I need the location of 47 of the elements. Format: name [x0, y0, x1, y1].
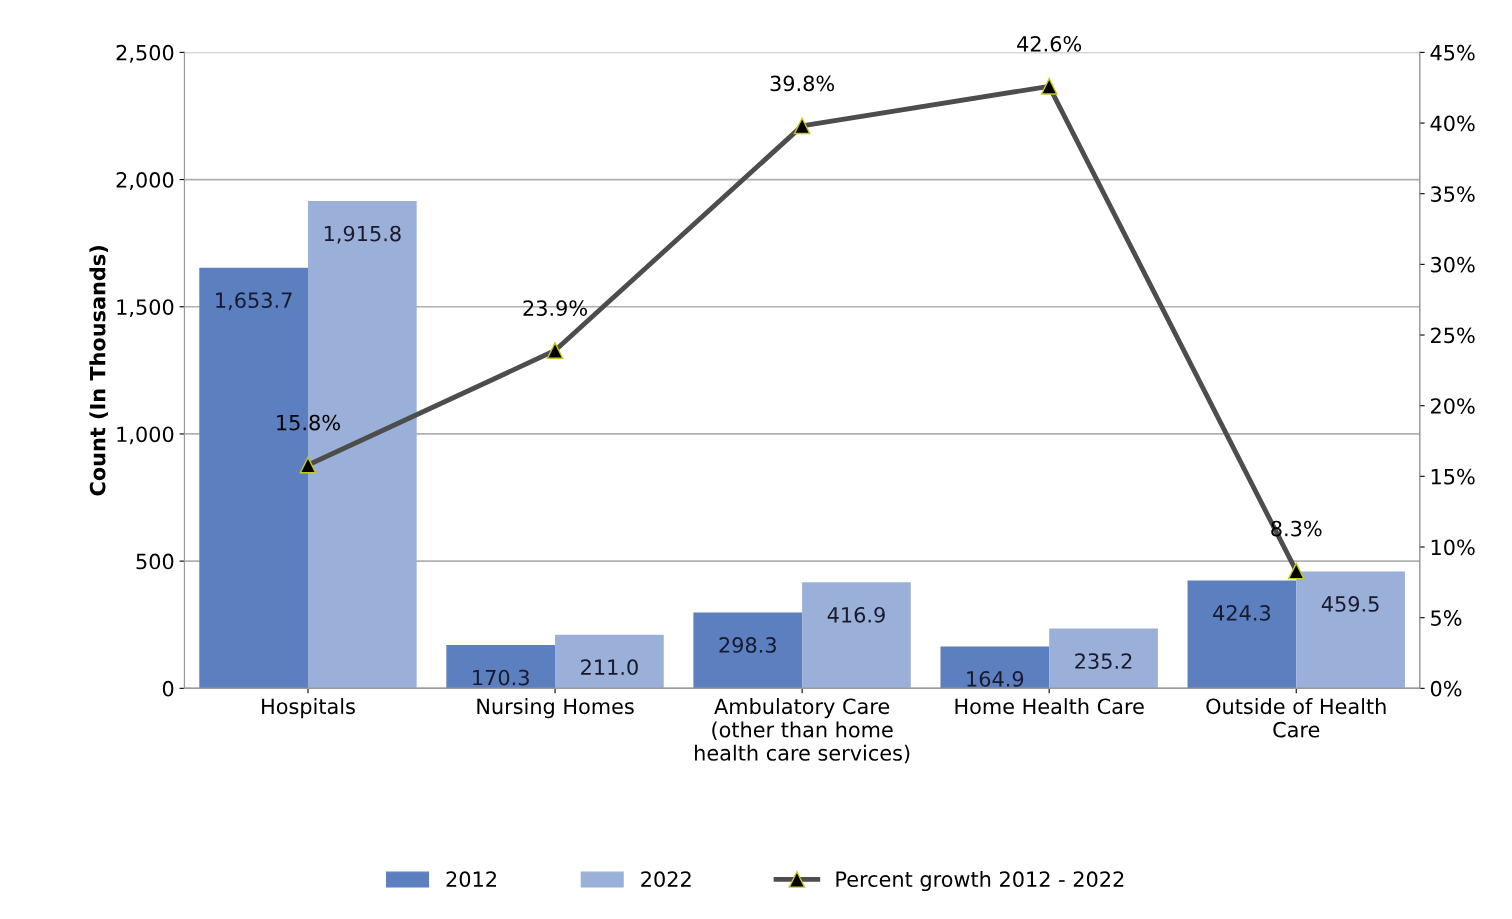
y-tick-label: 2,000: [116, 172, 174, 190]
x-tick-label: Home Health Care: [955, 698, 1144, 715]
bar: [555, 634, 664, 689]
data-label: 424.3: [1213, 605, 1271, 621]
data-label: 1,915.8: [324, 225, 401, 244]
data-label: 459.5: [1321, 596, 1379, 612]
y-axis-title: Count (In Thousands): [89, 246, 108, 496]
bar: [802, 582, 911, 689]
y-tick-label: 500: [136, 553, 174, 570]
data-label: 1,653.7: [216, 292, 292, 311]
y2-tick-label: 0%: [1430, 680, 1462, 697]
y2-tick-label: 40%: [1430, 115, 1475, 132]
y2-tick-label: 15%: [1431, 468, 1475, 485]
bar: [1049, 628, 1158, 689]
bar: [940, 646, 1050, 689]
x-tick-label: Outside of Health Care: [1206, 698, 1386, 738]
y-tick-label: 1,000: [117, 426, 174, 445]
y2-tick-label: 5%: [1431, 610, 1462, 626]
x-tick-label: Ambulatory Care (other than home health care services): [695, 698, 910, 764]
y2-tick-label: 30%: [1431, 256, 1475, 273]
data-label: 39.8%: [770, 75, 835, 92]
x-tick-label: Hospitals: [262, 698, 355, 719]
y-tick-label: 0: [162, 680, 174, 697]
y2-tick-label: 25%: [1431, 327, 1475, 344]
legend-label: 2012: [446, 871, 496, 888]
y2-tick-label: 20%: [1431, 398, 1475, 414]
y2-tick-label: 10%: [1431, 539, 1475, 556]
y-tick-label: 1,500: [117, 299, 174, 318]
data-label: 416.9: [827, 606, 885, 623]
data-label: 235.2: [1075, 653, 1132, 669]
data-label: 23.9%: [523, 300, 587, 316]
bar: [446, 645, 556, 689]
legend-label: 2022: [641, 871, 691, 888]
y2-tick-label: 35%: [1431, 186, 1475, 202]
bar: [1296, 571, 1405, 689]
data-label: 164.9: [967, 671, 1024, 687]
data-label: 42.6%: [1017, 35, 1082, 52]
data-label: 211.0: [581, 659, 638, 676]
x-tick-label: Nursing Homes: [477, 698, 634, 719]
y-tick-label: 2,500: [116, 44, 174, 63]
bar: [1187, 580, 1297, 689]
data-label: 15.8%: [277, 414, 340, 431]
data-label: 298.3: [719, 637, 776, 653]
bar: [693, 612, 803, 689]
y2-tick-label: 45%: [1430, 44, 1475, 61]
legend-label: Percent growth 2012 - 2022: [836, 870, 1124, 892]
data-label: 170.3: [473, 669, 529, 686]
